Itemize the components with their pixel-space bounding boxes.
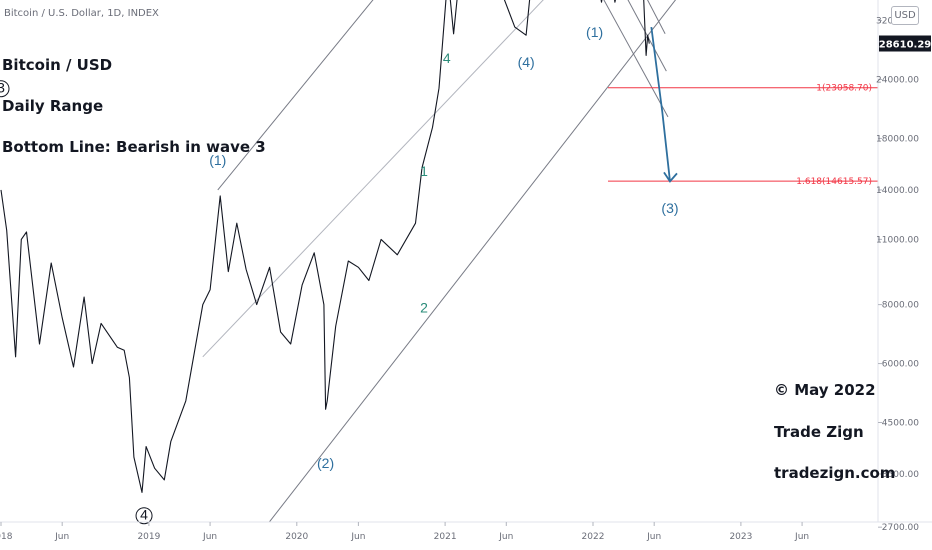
symbol-header: Bitcoin / U.S. Dollar, 1D, INDEX xyxy=(4,8,159,19)
price-axis-label: 18000.00 xyxy=(876,134,919,144)
price-axis-label: 24000.00 xyxy=(876,76,919,86)
currency-button[interactable]: USD xyxy=(891,6,919,25)
wedge-line xyxy=(627,0,667,72)
price-line xyxy=(0,0,650,493)
time-axis-label: 2019 xyxy=(137,532,160,542)
wedge-line xyxy=(647,0,666,35)
channel-line xyxy=(217,0,374,191)
time-axis-label: Jun xyxy=(54,532,69,542)
wedge-line xyxy=(603,0,669,118)
annotation-bottom-line: Bottom Line: Bearish in wave 3 xyxy=(2,138,266,156)
wave-label: 4 xyxy=(443,50,451,66)
time-axis-label: Jun xyxy=(646,532,661,542)
projection-arrow-head xyxy=(663,171,678,183)
price-axis-label: 14000.00 xyxy=(876,186,919,196)
wave-label: (4) xyxy=(518,54,535,70)
wave-label: 4 xyxy=(140,507,148,523)
wave-label-circle xyxy=(135,507,153,525)
time-axis-label: 2020 xyxy=(285,532,308,542)
last-price-badge xyxy=(879,35,931,52)
projection-arrow-line xyxy=(650,26,671,182)
price-axis-label: 6000.00 xyxy=(882,360,919,370)
price-axis-label: 3500.00 xyxy=(882,470,919,480)
time-axis-label: 2018 xyxy=(0,532,13,542)
annotation-subtitle: Daily Range xyxy=(2,97,104,115)
price-axis-label: 8000.00 xyxy=(882,301,919,311)
channel-line xyxy=(268,0,677,522)
time-axis-label: 2021 xyxy=(434,532,457,542)
wave-label: (1) xyxy=(586,24,603,40)
time-axis-label: 2023 xyxy=(729,532,752,542)
plot-area xyxy=(0,0,878,522)
wave-label: 3 xyxy=(0,80,5,96)
time-axis-label: Jun xyxy=(202,532,217,542)
wave-label: (3) xyxy=(661,200,678,216)
wave-label: 2 xyxy=(420,299,428,315)
channel-line xyxy=(202,0,544,358)
last-price-label: 28610.29 xyxy=(879,40,932,51)
price-axis-label: 4500.00 xyxy=(882,419,919,429)
wave-label: (1) xyxy=(209,152,226,168)
price-axis-label: 2700.00 xyxy=(882,523,919,533)
time-axis-label: Jun xyxy=(794,532,809,542)
copyright-text: © May 2022 xyxy=(774,381,876,399)
time-axis-label: 2022 xyxy=(582,532,605,542)
wave-label-circle xyxy=(0,80,10,98)
site-text: tradezign.com xyxy=(774,464,896,482)
time-axis-label: Jun xyxy=(498,532,513,542)
wave-label: (2) xyxy=(317,455,334,471)
wave-label: 1 xyxy=(420,163,428,179)
annotation-title: Bitcoin / USD xyxy=(2,56,113,74)
author-text: Trade Zign xyxy=(774,423,864,441)
price-axis-label: 11000.00 xyxy=(876,235,919,245)
time-axis-label: Jun xyxy=(350,532,365,542)
fib-level-label: 1(23058.70) xyxy=(816,84,872,94)
fib-level-label: 1.618(14615.57) xyxy=(796,177,872,187)
